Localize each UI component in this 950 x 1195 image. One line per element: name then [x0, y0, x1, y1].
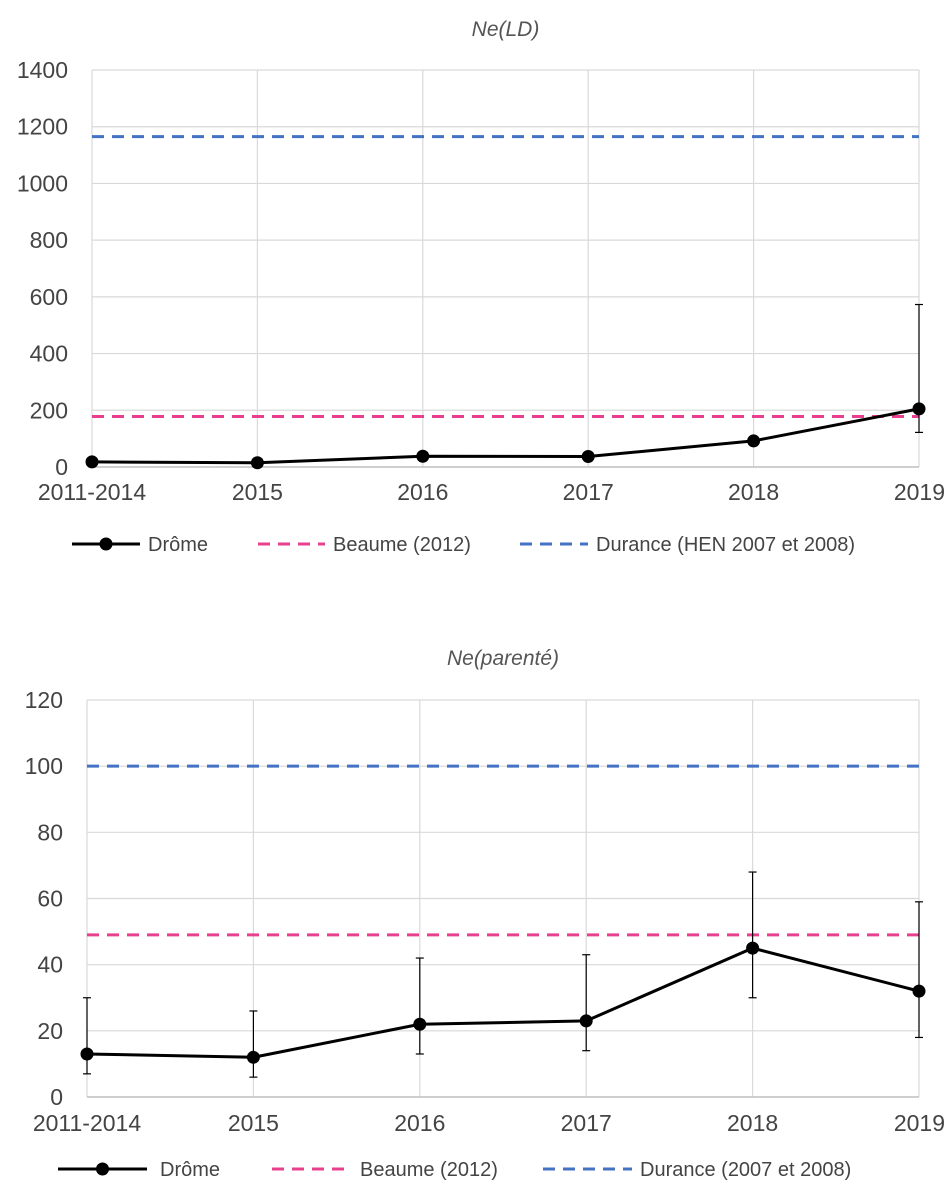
series-line [86, 946, 920, 1059]
y-tick-label: 1400 [17, 57, 68, 83]
legend-label: Drôme [160, 1159, 220, 1181]
y-tick-label: 20 [37, 1018, 63, 1044]
data-point [747, 434, 761, 448]
legend-item: Drôme [72, 534, 208, 556]
data-point [80, 1047, 94, 1061]
y-tick-label: 800 [30, 227, 68, 253]
x-tick-label: 2017 [561, 1110, 612, 1136]
legend-label: Drôme [148, 534, 208, 556]
legend-label: Durance (HEN 2007 et 2008) [596, 534, 855, 556]
legend: Drôme Beaume (2012) Durance (2007 et 2008) [58, 1159, 851, 1181]
y-tick-label: 1000 [17, 170, 68, 196]
legend-item: Beaume (2012) [272, 1159, 498, 1181]
legend-item: Durance (2007 et 2008) [543, 1159, 851, 1181]
x-tick-label: 2018 [727, 1110, 778, 1136]
y-tick-label: 80 [37, 819, 63, 845]
data-point [579, 1014, 593, 1028]
legend-label: Durance (2007 et 2008) [640, 1159, 851, 1181]
legend-item: Durance (HEN 2007 et 2008) [520, 534, 855, 556]
y-tick-label: 120 [25, 687, 63, 713]
data-point [250, 456, 264, 470]
x-tick-label: 2011-2014 [38, 479, 146, 505]
error-bar [582, 954, 591, 1052]
y-tick-label: 600 [30, 284, 68, 310]
y-tick-label: 1200 [17, 114, 68, 140]
error-bar [415, 957, 424, 1055]
error-bar [915, 901, 923, 1039]
y-tick-label: 100 [25, 753, 63, 779]
x-tick-label: 2018 [728, 479, 779, 505]
x-tick-label: 2016 [397, 479, 448, 505]
x-tick-label: 2015 [228, 1110, 279, 1136]
chart-1: Ne(LD) 0 200 400 600 800 1000 1200 1400 2011-2014… [17, 18, 945, 556]
legend-label: Beaume (2012) [360, 1159, 498, 1181]
y-tick-label: 40 [37, 952, 63, 978]
legend-marker [96, 1162, 109, 1176]
data-point [413, 1017, 427, 1031]
series-line [91, 407, 920, 465]
x-tick-label: 2011-2014 [33, 1110, 141, 1136]
y-tick-label: 0 [50, 1084, 63, 1110]
data-point [912, 984, 926, 998]
x-tick-label: 2015 [232, 479, 283, 505]
error-bar [83, 997, 91, 1075]
x-tick-label: 2016 [394, 1110, 445, 1136]
legend-marker [99, 537, 113, 551]
y-tick-label: 200 [30, 397, 68, 423]
legend-label: Beaume (2012) [333, 534, 471, 556]
x-tick-label: 2019 [894, 479, 945, 505]
x-tick-label: 2019 [894, 1110, 945, 1136]
legend: Drôme Beaume (2012) Durance (HEN 2007 et 2… [72, 534, 855, 556]
y-tick-label: 60 [37, 886, 63, 912]
chart-title: Ne(LD) [472, 18, 540, 41]
legend-item: Beaume (2012) [258, 534, 471, 556]
data-point [746, 941, 760, 955]
data-point [912, 402, 926, 416]
legend-item: Drôme [58, 1159, 220, 1181]
y-tick-label: 0 [55, 454, 68, 480]
x-tick-label: 2017 [563, 479, 614, 505]
data-point [246, 1050, 260, 1064]
y-tick-label: 400 [30, 341, 68, 367]
chart-title: Ne(parenté) [447, 647, 559, 670]
chart-2: Ne(parenté) 0 20 40 60 80 100 120 2011-2014 2015 2… [25, 647, 945, 1181]
error-bar [748, 871, 757, 999]
data-point [581, 450, 595, 464]
error-bar [249, 1010, 258, 1078]
data-point [416, 449, 430, 463]
data-point [85, 455, 99, 469]
